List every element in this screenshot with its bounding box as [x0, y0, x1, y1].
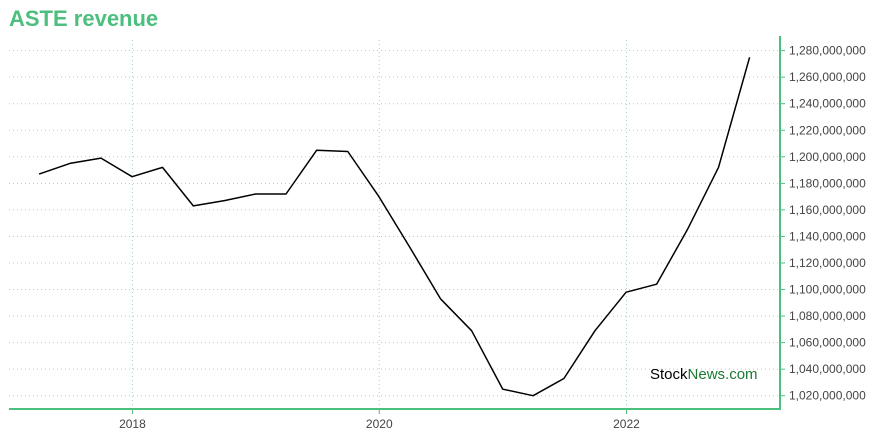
axes — [9, 36, 785, 414]
watermark-news: News — [688, 366, 726, 383]
x-tick-label: 2018 — [119, 417, 146, 431]
y-tick-label: 1,220,000,000 — [789, 123, 866, 137]
y-tick-label: 1,260,000,000 — [789, 70, 866, 84]
x-tick-label: 2020 — [366, 417, 393, 431]
y-tick-label: 1,280,000,000 — [789, 44, 866, 58]
watermark-com: .com — [725, 366, 758, 383]
y-tick-labels: 1,020,000,000 1,040,000,000 1,060,000,000 1… — [789, 44, 866, 403]
y-tick-label: 1,200,000,000 — [789, 150, 866, 164]
y-tick-label: 1,120,000,000 — [789, 256, 866, 270]
y-tick-label: 1,180,000,000 — [789, 176, 866, 190]
x-tick-label: 2022 — [613, 417, 640, 431]
y-tick-label: 1,100,000,000 — [789, 283, 866, 297]
watermark-stock: Stock — [650, 366, 688, 383]
y-tick-label: 1,040,000,000 — [789, 362, 866, 376]
x-tick-labels: 2018 2020 2022 — [119, 417, 640, 431]
series-line — [38, 57, 751, 397]
y-tick-label: 1,160,000,000 — [789, 203, 866, 217]
chart-title: ASTE revenue — [9, 6, 159, 31]
y-tick-label: 1,020,000,000 — [789, 389, 866, 403]
watermark: StockNews.com — [650, 366, 758, 383]
y-tick-label: 1,240,000,000 — [789, 97, 866, 111]
series-layer — [38, 57, 751, 397]
y-tick-label: 1,080,000,000 — [789, 309, 866, 323]
y-tick-label: 1,140,000,000 — [789, 229, 866, 243]
y-tick-label: 1,060,000,000 — [789, 336, 866, 350]
grid-lines — [9, 40, 780, 409]
